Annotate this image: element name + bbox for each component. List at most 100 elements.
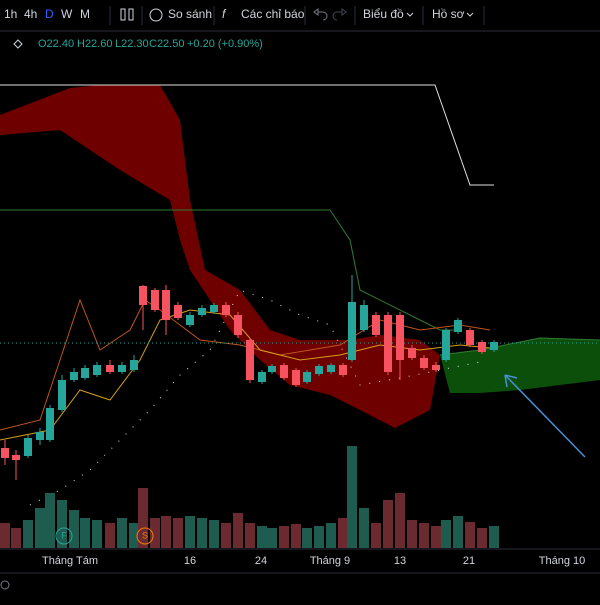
x-axis: Tháng Tám 16 24 Tháng 9 13 21 Tháng 10 (0, 548, 600, 590)
candle-icon[interactable] (120, 8, 134, 21)
toolbar: 1h 4h D W M So sánh f Các chỉ báo Biểu đ… (0, 6, 600, 32)
candle-body (327, 365, 335, 372)
candle-body (303, 372, 311, 382)
interval[interactable]: 4h (24, 7, 37, 21)
volume-bar (431, 526, 441, 548)
volume-bar (395, 493, 405, 548)
event-marker-label: S (142, 530, 148, 540)
candle-body (442, 330, 450, 360)
candle-body (151, 290, 159, 310)
volume-bar (197, 518, 207, 548)
candle-body (339, 365, 347, 375)
volume-bar (291, 524, 301, 548)
volume-bar (23, 520, 33, 548)
volume-bar (0, 523, 10, 548)
volume-bar (57, 500, 67, 548)
candle-body (384, 315, 392, 372)
volume-bar (11, 528, 21, 548)
x-label: 13 (394, 555, 406, 567)
candle-body (162, 290, 170, 320)
candle-body (396, 315, 404, 360)
candle-body (198, 308, 206, 315)
volume-bar (117, 518, 127, 548)
fx-icon[interactable]: f (222, 7, 227, 21)
candle-body (454, 320, 462, 332)
volume-bar (407, 520, 417, 548)
legend-change: +0.20 (+0.90%) (187, 38, 263, 50)
candle-body (186, 315, 194, 325)
candle-body (93, 365, 101, 375)
candle-body (360, 305, 368, 330)
arrow (504, 374, 586, 458)
candle-body (348, 302, 356, 360)
x-label: Tháng 9 (310, 555, 350, 567)
bottom-icon[interactable] (0, 580, 10, 590)
volume-bar (80, 518, 90, 548)
volume-bar (257, 526, 267, 548)
candle-body (24, 438, 32, 456)
event-marker[interactable] (136, 527, 154, 545)
volume-bar (173, 518, 183, 548)
volume-bar (359, 508, 369, 548)
candle-body (432, 365, 440, 370)
volume-bar (371, 523, 381, 548)
redo[interactable] (332, 8, 347, 21)
volume-bar (338, 518, 348, 548)
candle-body (1, 448, 9, 458)
volume-bar (105, 523, 115, 548)
candle-body (46, 408, 54, 440)
candle-body (268, 366, 276, 372)
x-label: Tháng Tám (42, 555, 98, 567)
candle-body (81, 368, 89, 378)
legend-close: C22.50 (149, 38, 184, 50)
x-label: Tháng 10 (539, 555, 585, 567)
volume-bar (489, 526, 499, 548)
indicators-button[interactable]: Các chỉ báo (241, 7, 305, 21)
candle-body (70, 372, 78, 380)
undo[interactable] (313, 8, 328, 21)
volume-bar (314, 526, 324, 548)
candle-body (139, 286, 147, 305)
legend-high: H22.60 (77, 38, 112, 50)
volume-bar (69, 510, 79, 548)
compare-icon[interactable] (149, 8, 163, 22)
legend: O22.40 H22.60 L22.30 C22.50 +0.20 (+0.90… (13, 38, 263, 50)
cloud-red (0, 85, 440, 428)
volume-bar (245, 523, 255, 548)
event-marker-label: F (61, 530, 67, 540)
candle-body (466, 330, 474, 345)
candle-body (315, 366, 323, 374)
volume-bar (92, 520, 102, 548)
interval[interactable]: D (45, 7, 54, 21)
compare-button[interactable]: So sánh (168, 7, 212, 21)
candle-body (12, 455, 20, 460)
volume-bar (45, 493, 55, 548)
candle-body (478, 342, 486, 352)
volume-bar (453, 516, 463, 548)
chart-type-menu[interactable]: Biểu đồ (363, 7, 404, 21)
candle-body (234, 315, 242, 335)
profile-menu[interactable]: Hồ sơ (432, 7, 465, 21)
x-label: 21 (463, 555, 475, 567)
volume-bar (161, 516, 171, 548)
interval[interactable]: M (80, 7, 90, 21)
candle-body (36, 432, 44, 440)
volume-bar (185, 516, 195, 548)
volume-bar (138, 488, 148, 548)
interval[interactable]: 1h (4, 7, 17, 21)
legend-low: L22.30 (115, 38, 149, 50)
interval[interactable]: W (61, 7, 73, 21)
candle-body (258, 372, 266, 382)
volume-bar (129, 523, 139, 548)
candle-body (420, 358, 428, 368)
volume-bar (279, 526, 289, 548)
candle-body (118, 365, 126, 372)
volume-bar (477, 528, 487, 548)
candle-body (130, 360, 138, 370)
x-label: 24 (255, 555, 267, 567)
legend-open: O22.40 (38, 38, 74, 50)
event-marker[interactable] (55, 527, 73, 545)
candle-body (292, 370, 300, 385)
volume-bar (267, 528, 277, 548)
candle-body (408, 348, 416, 358)
